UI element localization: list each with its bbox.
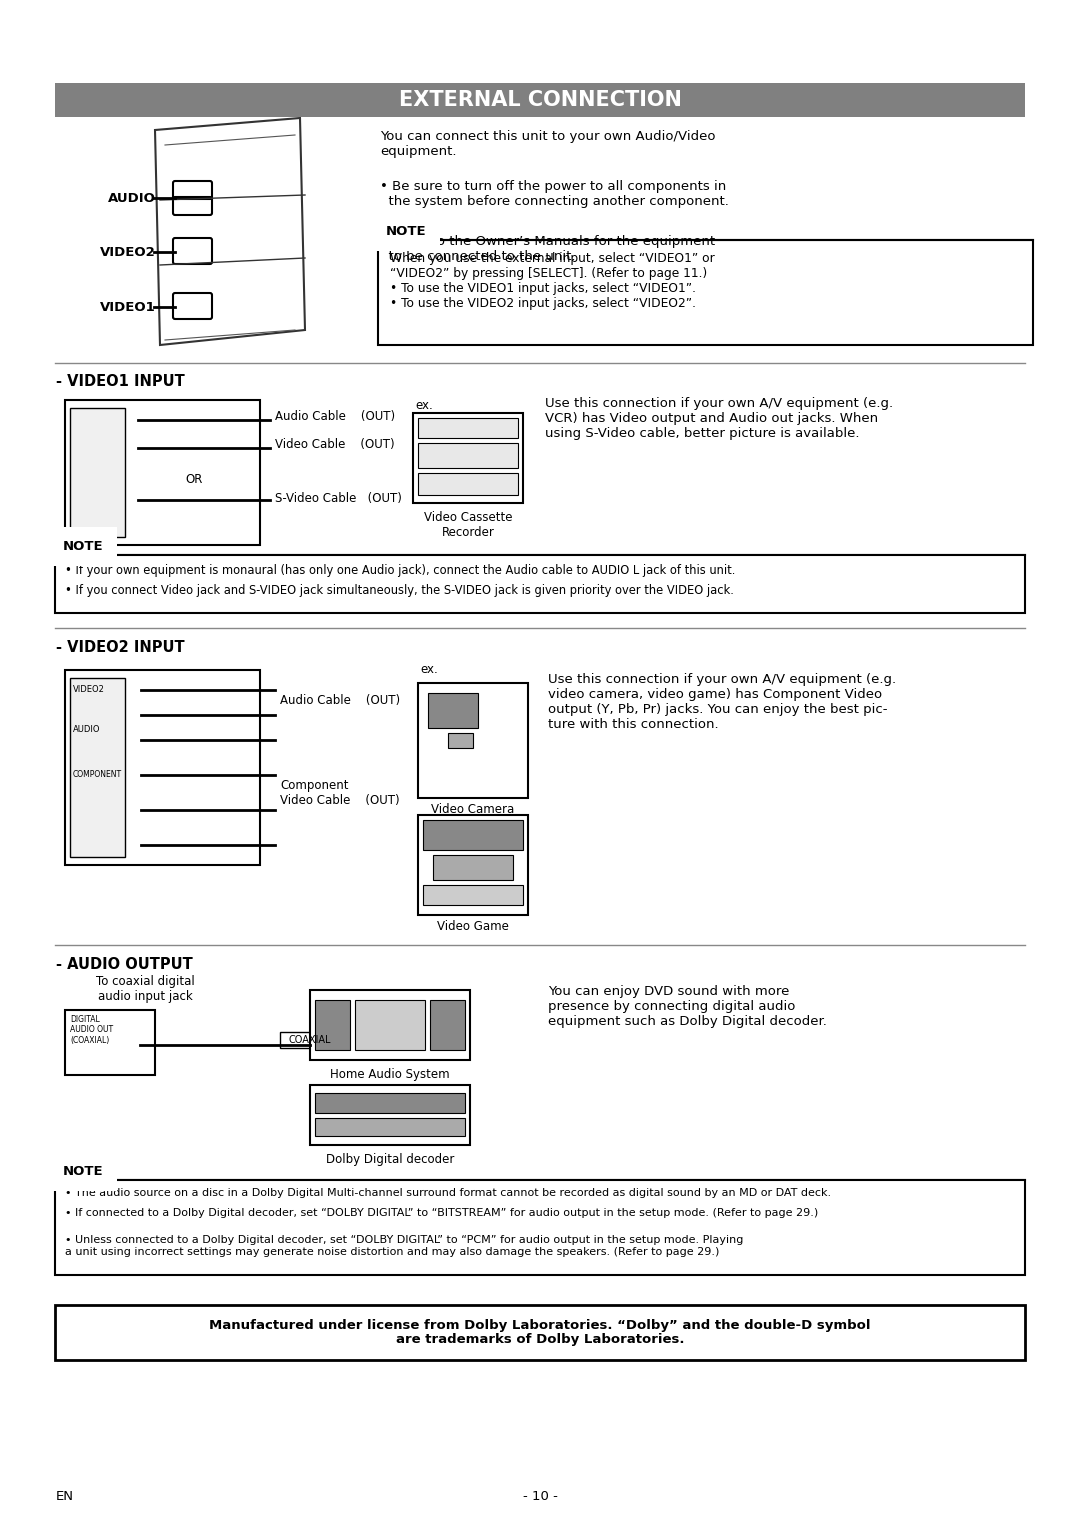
Bar xyxy=(418,814,528,915)
Text: VIDEO2: VIDEO2 xyxy=(100,246,156,258)
Text: Use this connection if your own A/V equipment (e.g.
VCR) has Video output and Au: Use this connection if your own A/V equi… xyxy=(545,397,893,440)
Bar xyxy=(418,474,518,495)
Text: DIGITAL
AUDIO OUT
(COAXIAL): DIGITAL AUDIO OUT (COAXIAL) xyxy=(70,1015,113,1045)
Circle shape xyxy=(125,837,141,853)
Bar xyxy=(448,733,473,749)
Circle shape xyxy=(122,413,138,428)
Text: Component
Video Cable    (OUT): Component Video Cable (OUT) xyxy=(280,779,400,807)
Bar xyxy=(310,990,470,1060)
Bar xyxy=(55,83,1025,118)
Bar xyxy=(70,408,125,536)
Text: You can connect this unit to your own Audio/Video
equipment.: You can connect this unit to your own Au… xyxy=(380,130,715,157)
Text: Home Audio System: Home Audio System xyxy=(330,1068,449,1080)
Text: VIDEO2: VIDEO2 xyxy=(73,685,105,694)
Text: • If connected to a Dolby Digital decoder, set “DOLBY DIGITAL” to “BITSTREAM” fo: • If connected to a Dolby Digital decode… xyxy=(65,1209,819,1218)
Text: • Unless connected to a Dolby Digital decoder, set “DOLBY DIGITAL” to “PCM” for : • Unless connected to a Dolby Digital de… xyxy=(65,1235,743,1256)
Bar xyxy=(65,669,260,865)
Text: - AUDIO OUTPUT: - AUDIO OUTPUT xyxy=(56,957,192,972)
Bar xyxy=(315,1093,465,1112)
Circle shape xyxy=(126,416,134,423)
Text: • Refer to the Owner’s Manuals for the equipment
  to be connected to the unit.: • Refer to the Owner’s Manuals for the e… xyxy=(380,235,715,263)
Circle shape xyxy=(129,686,137,694)
Text: NOTE: NOTE xyxy=(63,1164,104,1178)
Circle shape xyxy=(129,1041,136,1050)
Circle shape xyxy=(125,732,141,749)
Bar xyxy=(315,1118,465,1135)
Text: Use this connection if your own A/V equipment (e.g.
video camera, video game) ha: Use this connection if your own A/V equi… xyxy=(548,672,896,730)
Bar xyxy=(418,419,518,439)
Bar xyxy=(430,999,465,1050)
Circle shape xyxy=(441,701,465,724)
Text: Video Game: Video Game xyxy=(437,920,509,934)
Circle shape xyxy=(125,802,141,817)
Bar xyxy=(70,678,125,857)
Text: - VIDEO2 INPUT: - VIDEO2 INPUT xyxy=(56,640,185,656)
Text: Audio Cable    (OUT): Audio Cable (OUT) xyxy=(280,694,400,706)
Bar xyxy=(315,999,350,1050)
Circle shape xyxy=(125,681,141,698)
Bar xyxy=(65,400,260,545)
Bar xyxy=(310,1085,470,1144)
Text: Audio Cable    (OUT): Audio Cable (OUT) xyxy=(275,410,395,423)
Text: • The audio source on a disc in a Dolby Digital Multi-channel surround format ca: • The audio source on a disc in a Dolby … xyxy=(65,1187,832,1198)
Bar xyxy=(280,1031,340,1048)
Text: EXTERNAL CONNECTION: EXTERNAL CONNECTION xyxy=(399,90,681,110)
Bar xyxy=(418,683,528,798)
Bar xyxy=(65,1010,156,1076)
Text: Dolby Digital decoder: Dolby Digital decoder xyxy=(326,1154,455,1166)
Text: Video Cassette
Recorder: Video Cassette Recorder xyxy=(423,510,512,539)
Bar xyxy=(433,856,513,880)
Text: VIDEO1: VIDEO1 xyxy=(100,301,156,313)
Circle shape xyxy=(129,840,137,850)
Bar xyxy=(428,694,478,727)
Text: When you use the external input, select “VIDEO1” or
“VIDEO2” by pressing [SELECT: When you use the external input, select … xyxy=(390,252,715,310)
Circle shape xyxy=(122,492,138,507)
Text: You can enjoy DVD sound with more
presence by connecting digital audio
equipment: You can enjoy DVD sound with more presen… xyxy=(548,986,827,1028)
Bar xyxy=(418,443,518,468)
Text: • Be sure to turn off the power to all components in
  the system before connect: • Be sure to turn off the power to all c… xyxy=(380,180,729,208)
Text: NOTE: NOTE xyxy=(386,225,427,238)
Text: AUDIO: AUDIO xyxy=(73,724,100,733)
Bar xyxy=(423,885,523,905)
Circle shape xyxy=(129,772,137,779)
Text: • If your own equipment is monaural (has only one Audio jack), connect the Audio: • If your own equipment is monaural (has… xyxy=(65,564,735,578)
Text: COAXIAL: COAXIAL xyxy=(288,1034,332,1045)
Text: EN: EN xyxy=(56,1490,75,1504)
Circle shape xyxy=(125,707,141,723)
Bar xyxy=(423,821,523,850)
Bar xyxy=(378,240,1032,345)
Circle shape xyxy=(126,497,134,504)
Text: NOTE: NOTE xyxy=(63,539,104,553)
Circle shape xyxy=(129,805,137,814)
Circle shape xyxy=(129,736,137,744)
Text: Manufactured under license from Dolby Laboratories. “Dolby” and the double-D sym: Manufactured under license from Dolby La… xyxy=(210,1319,870,1346)
Bar xyxy=(55,1180,1025,1274)
Bar xyxy=(55,555,1025,613)
Text: AUDIO: AUDIO xyxy=(108,191,156,205)
Bar xyxy=(413,413,523,503)
Circle shape xyxy=(126,445,134,452)
Text: • If you connect Video jack and S-VIDEO jack simultaneously, the S-VIDEO jack is: • If you connect Video jack and S-VIDEO … xyxy=(65,584,734,597)
Circle shape xyxy=(125,767,141,782)
Text: Video Camera: Video Camera xyxy=(431,804,515,816)
Circle shape xyxy=(122,440,138,455)
Bar xyxy=(55,1305,1025,1360)
Bar xyxy=(355,999,426,1050)
Text: ex.: ex. xyxy=(420,663,437,675)
Text: - VIDEO1 INPUT: - VIDEO1 INPUT xyxy=(56,374,185,390)
Text: Video Cable    (OUT): Video Cable (OUT) xyxy=(275,437,394,451)
Text: ex.: ex. xyxy=(415,399,433,413)
Text: S-Video Cable   (OUT): S-Video Cable (OUT) xyxy=(275,492,402,504)
Text: COMPONENT: COMPONENT xyxy=(73,770,122,779)
Circle shape xyxy=(129,711,137,720)
Text: OR: OR xyxy=(185,474,202,486)
Text: - 10 -: - 10 - xyxy=(523,1490,557,1504)
Circle shape xyxy=(124,1038,140,1053)
Text: To coaxial digital
audio input jack: To coaxial digital audio input jack xyxy=(96,975,194,1002)
